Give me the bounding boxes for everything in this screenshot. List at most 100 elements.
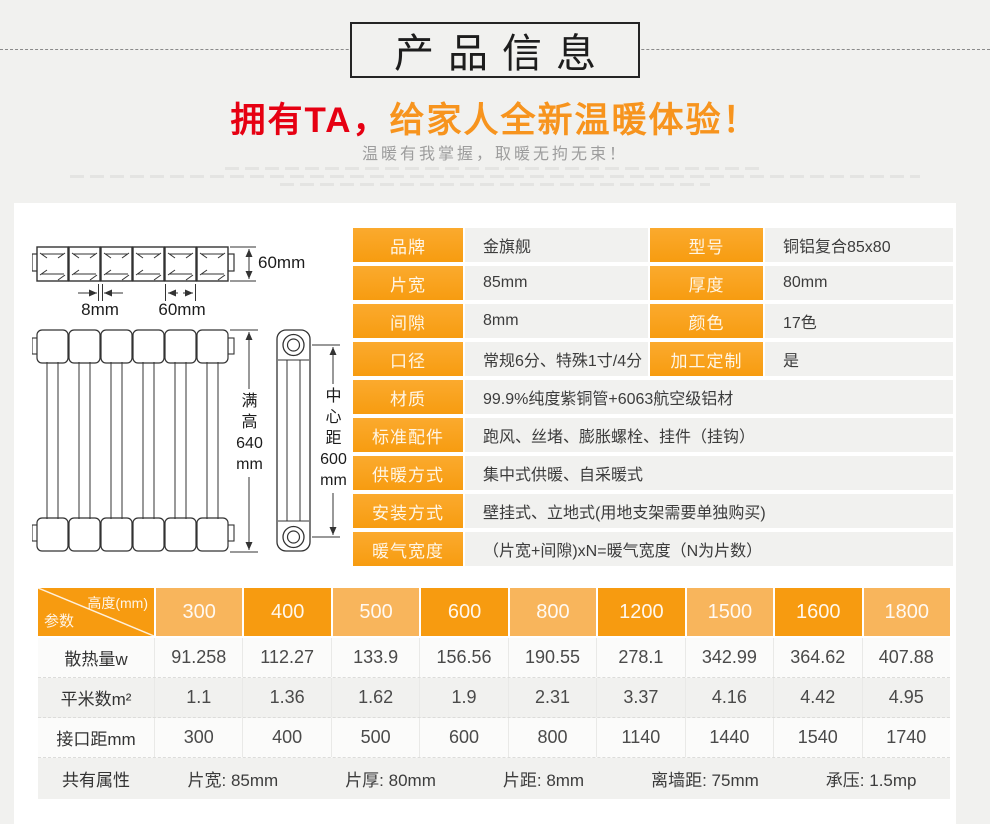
spec-label: 材质	[353, 380, 463, 414]
headline-red-text: 拥有TA，	[230, 101, 390, 140]
watermark-line	[225, 167, 765, 170]
spec-row: 间隙 8mm 颜色 17色	[353, 304, 953, 338]
height-column-header: 1600	[775, 588, 862, 636]
height-column-header: 600	[421, 588, 508, 636]
spec-label: 间隙	[353, 304, 463, 338]
table-cell: 500	[330, 718, 419, 757]
headline-orange-text: 给家人全新温暖体验！	[389, 101, 760, 140]
spec-label: 厚度	[650, 266, 763, 300]
common-attributes-row: 共有属性 片宽: 85mm 片厚: 80mm 片距: 8mm 离墙距: 75mm…	[38, 758, 950, 799]
row-label: 散热量w	[64, 650, 128, 669]
height-column-header: 500	[332, 588, 420, 636]
table-row: 平米数m² 1.1 1.36 1.62 1.9 2.31 3.37 4.16 4…	[38, 678, 950, 718]
table-row: 散热量w 91.258 112.27 133.9 156.56 190.55 2…	[38, 638, 950, 678]
table-cell: 407.88	[861, 638, 950, 677]
common-attribute: 片宽: 85mm	[187, 771, 279, 790]
spec-value: 85mm	[465, 266, 648, 300]
spec-label: 颜色	[650, 304, 763, 338]
spec-label: 暖气宽度	[353, 532, 463, 566]
spec-value: 集中式供暖、自采暖式	[465, 456, 953, 490]
page-title: 产品信息	[394, 32, 610, 76]
table-cell: 400	[242, 718, 330, 757]
spec-value: 常规6分、特殊1寸/4分	[465, 342, 648, 376]
table-cell: 2.31	[507, 678, 596, 717]
table-cell: 364.62	[773, 638, 861, 677]
dim-gap-label: 8mm	[81, 300, 119, 319]
table-cell: 91.258	[154, 638, 242, 677]
table-cell: 1.1	[154, 678, 242, 717]
dim-top-height-label: 60mm	[258, 253, 306, 272]
common-attribute: 承压: 1.5mp	[825, 771, 917, 790]
table-cell: 4.16	[684, 678, 773, 717]
spec-row: 标准配件 跑风、丝堵、膨胀螺栓、挂件（挂钩）	[353, 418, 953, 452]
spec-value: 铜铝复合85x80	[765, 228, 953, 262]
spec-value: 99.9%纯度紫铜管+6063航空级铝材	[465, 380, 953, 414]
height-column-header: 800	[509, 588, 597, 636]
spec-label: 加工定制	[650, 342, 763, 376]
table-cell: 1.62	[330, 678, 419, 717]
spec-value: 80mm	[765, 266, 953, 300]
spec-table: 品牌 金旗舰 型号 铜铝复合85x80 片宽 85mm 厚度 80mm 间隙 8…	[353, 228, 953, 570]
common-attribute: 片厚: 80mm	[345, 771, 436, 790]
radiator-technical-diagram: 60mm 8mm 60mm 满 高 640 mm 中 心 距 600 mm	[32, 241, 368, 577]
spec-row: 口径 常规6分、特殊1寸/4分 加工定制 是	[353, 342, 953, 376]
common-attribute: 片距: 8mm	[502, 771, 585, 790]
height-column-header: 1500	[686, 588, 774, 636]
spec-row: 片宽 85mm 厚度 80mm	[353, 266, 953, 300]
size-table-header: 高度(mm) 参数 300 400 500 600 800 1200 1500 …	[38, 588, 950, 636]
spec-value: 金旗舰	[465, 228, 648, 262]
spec-value: 跑风、丝堵、膨胀螺栓、挂件（挂钩）	[465, 418, 953, 452]
spec-label: 供暖方式	[353, 456, 463, 490]
table-cell: 112.27	[242, 638, 330, 677]
table-cell: 1740	[861, 718, 950, 757]
table-cell: 1140	[596, 718, 684, 757]
dim-section-width-label: 60mm	[158, 300, 206, 319]
table-row: 接口距mm 300 400 500 600 800 1140 1440 1540…	[38, 718, 950, 758]
spec-row: 材质 99.9%纯度紫铜管+6063航空级铝材	[353, 380, 953, 414]
spec-value: 8mm	[465, 304, 648, 338]
table-cell: 800	[507, 718, 596, 757]
hero-headline: 拥有TA，给家人全新温暖体验！	[0, 92, 990, 143]
height-column-header: 300	[156, 588, 243, 636]
table-cell: 1.9	[419, 678, 507, 717]
table-cell: 133.9	[330, 638, 419, 677]
spec-row: 安装方式 壁挂式、立地式(用地支架需要单独购买)	[353, 494, 953, 528]
watermark-line	[280, 183, 710, 186]
spec-label: 型号	[650, 228, 763, 262]
section-title-box: 产品信息	[350, 22, 640, 78]
dim-full-height-label: 满 高 640 mm	[235, 389, 264, 477]
spec-value: （片宽+间隙)xN=暖气宽度（N为片数）	[465, 532, 953, 566]
table-cell: 156.56	[419, 638, 507, 677]
row-label: 平米数m²	[60, 690, 132, 709]
table-cell: 300	[154, 718, 242, 757]
row-label: 接口距mm	[56, 730, 136, 749]
table-cell: 4.42	[773, 678, 861, 717]
spec-label: 标准配件	[353, 418, 463, 452]
spec-row: 品牌 金旗舰 型号 铜铝复合85x80	[353, 228, 953, 262]
table-cell: 190.55	[507, 638, 596, 677]
height-column-header: 1800	[863, 588, 950, 636]
content-panel: 60mm 8mm 60mm 满 高 640 mm 中 心 距 600 mm 品牌…	[14, 203, 956, 824]
table-cell: 1440	[684, 718, 773, 757]
spec-value: 17色	[765, 304, 953, 338]
watermark-lines	[0, 167, 990, 191]
table-cell: 342.99	[684, 638, 773, 677]
height-column-header: 1200	[598, 588, 685, 636]
spec-row: 暖气宽度 （片宽+间隙)xN=暖气宽度（N为片数）	[353, 532, 953, 566]
corner-bottom-label: 参数	[44, 613, 75, 630]
table-cell: 4.95	[861, 678, 950, 717]
size-table: 高度(mm) 参数 300 400 500 600 800 1200 1500 …	[38, 588, 950, 799]
spec-label: 安装方式	[353, 494, 463, 528]
table-cell: 3.37	[596, 678, 684, 717]
row-label: 共有属性	[62, 771, 130, 790]
spec-label: 片宽	[353, 266, 463, 300]
corner-cell: 高度(mm) 参数	[38, 588, 154, 636]
table-cell: 1540	[773, 718, 861, 757]
common-attributes-list: 片宽: 85mm 片厚: 80mm 片距: 8mm 离墙距: 75mm 承压: …	[154, 758, 950, 799]
corner-top-label: 高度(mm)	[87, 595, 148, 611]
watermark-line	[70, 175, 920, 178]
spec-label: 口径	[353, 342, 463, 376]
common-attribute: 离墙距: 75mm	[651, 771, 759, 790]
spec-value: 是	[765, 342, 953, 376]
